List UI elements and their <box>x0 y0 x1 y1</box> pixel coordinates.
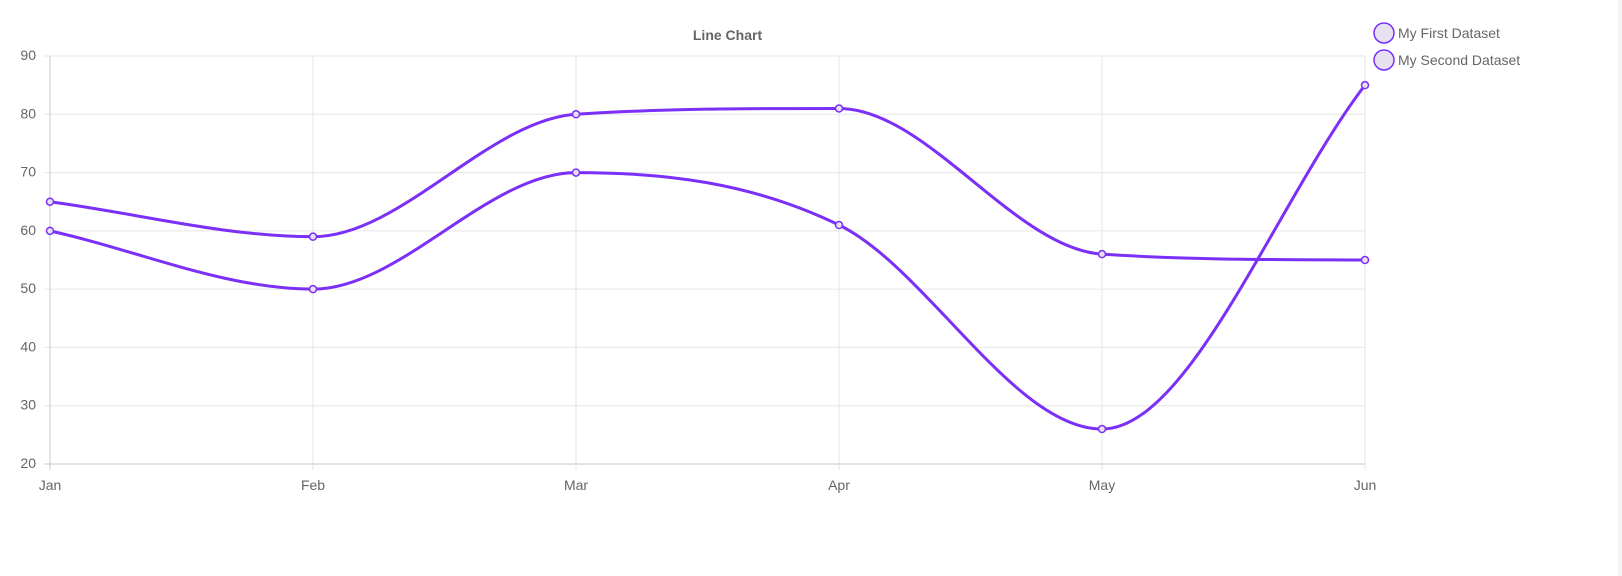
legend-marker <box>1373 22 1395 44</box>
y-tick-label: 50 <box>20 280 36 296</box>
series-lines <box>48 83 1367 431</box>
legend-label: My First Dataset <box>1398 25 1500 41</box>
tick-labels: 20 30 40 50 60 70 80 90 Jan Feb Mar Apr May Jun <box>20 47 1376 493</box>
legend-marker <box>1373 49 1395 71</box>
x-tick-label: Mar <box>564 477 588 493</box>
y-tick-label: 30 <box>20 397 36 413</box>
data-point <box>571 168 581 177</box>
y-tick-label: 40 <box>20 338 36 354</box>
x-tick-label: Apr <box>828 477 850 493</box>
series-points <box>45 80 1370 434</box>
y-tick-label: 70 <box>20 164 36 180</box>
y-tick-label: 90 <box>20 47 36 63</box>
data-point <box>571 110 581 119</box>
data-point <box>308 232 318 241</box>
data-point <box>1097 249 1107 259</box>
series-line-1 <box>48 106 1367 262</box>
data-point <box>1097 424 1107 434</box>
data-point <box>1360 255 1370 265</box>
chart-title: Line Chart <box>693 27 763 43</box>
data-point <box>1360 80 1370 90</box>
legend-item: My First Dataset <box>1373 22 1500 44</box>
x-tick-label: Jan <box>39 477 62 493</box>
data-point <box>834 220 844 230</box>
legend-label: My Second Dataset <box>1398 52 1520 68</box>
panel-divider <box>1618 0 1622 576</box>
data-point <box>45 197 55 206</box>
series-line-2 <box>48 83 1367 431</box>
legend-item: My Second Dataset <box>1373 49 1520 71</box>
x-tick-label: Feb <box>301 477 325 493</box>
data-point <box>834 104 844 113</box>
data-point <box>45 226 55 236</box>
axes <box>44 56 1365 470</box>
y-tick-label: 60 <box>20 222 36 238</box>
grid-lines <box>44 55 1366 470</box>
x-tick-label: May <box>1089 477 1115 493</box>
data-point <box>308 284 318 294</box>
y-tick-label: 80 <box>20 105 36 121</box>
y-tick-label: 20 <box>20 455 36 471</box>
legend: My First Dataset My Second Dataset <box>1373 22 1520 71</box>
x-tick-label: Jun <box>1354 477 1377 493</box>
